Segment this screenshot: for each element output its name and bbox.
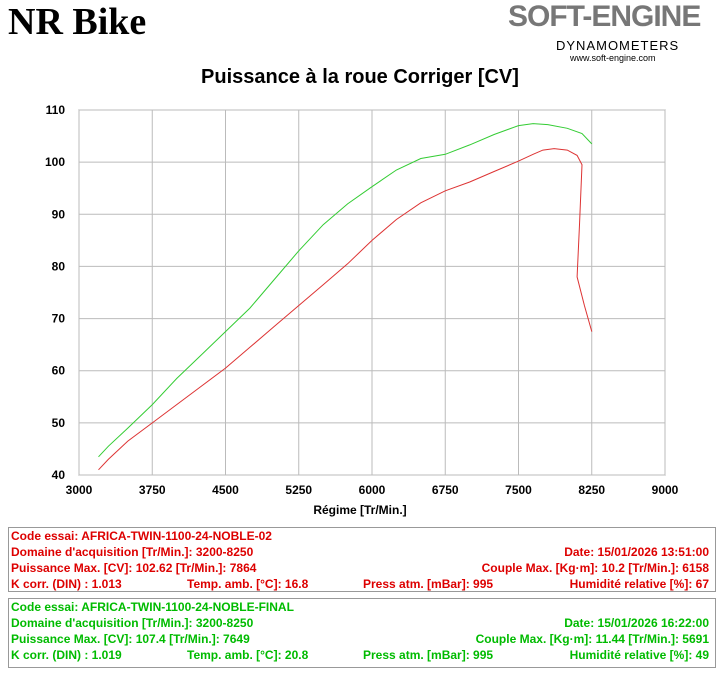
run2-domain: Domaine d'acquisition [Tr/Min.]: 3200-82… [11, 616, 254, 630]
run2-date: Date: 15/01/2026 16:22:00 [564, 616, 709, 630]
run2-press: Press atm. [mBar]: 995 [363, 648, 494, 662]
run1-kcorr: K corr. (DIN) : 1.013 [11, 577, 122, 591]
y-tick-label: 90 [52, 207, 66, 221]
y-tick-label: 40 [52, 468, 66, 482]
x-axis-label: Régime [Tr/Min.] [313, 503, 407, 517]
run2-humid: Humidité relative [%]: 49 [569, 648, 709, 662]
series-line-1 [98, 148, 593, 471]
run2-power: Puissance Max. [CV]: 107.4 [Tr/Min.]: 76… [11, 632, 250, 646]
y-tick-label: 80 [52, 259, 66, 273]
run1-torque: Couple Max. [Kg·m]: 10.2 [Tr/Min.]: 6158 [481, 561, 709, 575]
run2-temp: Temp. amb. [°C]: 20.8 [187, 648, 309, 662]
x-tick-label: 9000 [652, 483, 679, 497]
run2-code: Code essai: AFRICA-TWIN-1100-24-NOBLE-FI… [11, 600, 294, 614]
run-info-panel-2: Code essai: AFRICA-TWIN-1100-24-NOBLE-FI… [8, 598, 716, 668]
run1-humid: Humidité relative [%]: 67 [569, 577, 709, 591]
brand-title: NR Bike [8, 1, 147, 43]
x-tick-label: 3750 [139, 483, 166, 497]
chart-grid [78, 109, 666, 476]
run1-domain: Domaine d'acquisition [Tr/Min.]: 3200-82… [11, 545, 254, 559]
y-tick-label: 100 [45, 155, 65, 169]
y-tick-label: 70 [52, 312, 66, 326]
run1-press: Press atm. [mBar]: 995 [363, 577, 494, 591]
run-info-panel-1: Code essai: AFRICA-TWIN-1100-24-NOBLE-02… [8, 527, 716, 592]
y-axis-ticks: 110 100 90 80 70 60 50 40 [45, 103, 65, 482]
series-line-2 [98, 123, 593, 458]
run1-temp: Temp. amb. [°C]: 16.8 [187, 577, 309, 591]
y-tick-label: 60 [52, 364, 66, 378]
logo-main-text: SOFT-ENGINE [508, 0, 701, 33]
run2-kcorr: K corr. (DIN) : 1.019 [11, 648, 122, 662]
x-tick-label: 7500 [505, 483, 532, 497]
x-tick-label: 4500 [212, 483, 239, 497]
soft-engine-logo: SOFT-ENGINE DYNAMOMETERS www.soft-engine… [508, 0, 716, 66]
run2-torque: Couple Max. [Kg·m]: 11.44 [Tr/Min.]: 569… [475, 632, 709, 646]
y-tick-label: 110 [46, 103, 66, 117]
run1-date: Date: 15/01/2026 13:51:00 [564, 545, 709, 559]
logo-sub-text: DYNAMOMETERS [556, 38, 680, 53]
x-tick-label: 8250 [578, 483, 605, 497]
y-tick-label: 50 [52, 416, 66, 430]
x-tick-label: 5250 [285, 483, 312, 497]
x-tick-label: 3000 [66, 483, 93, 497]
run1-power: Puissance Max. [CV]: 102.62 [Tr/Min.]: 7… [11, 561, 257, 575]
chart-title: Puissance à la roue Corriger [CV] [201, 66, 519, 88]
series-lines [98, 123, 593, 471]
run1-code: Code essai: AFRICA-TWIN-1100-24-NOBLE-02 [11, 529, 272, 543]
x-axis-ticks: 3000 3750 4500 5250 6000 6750 7500 8250 9000 [66, 483, 679, 497]
logo-url-text: www.soft-engine.com [570, 53, 656, 63]
power-chart: 110 100 90 80 70 60 50 40 3000 3750 4500 5250 6000 6… [45, 103, 679, 497]
x-tick-label: 6000 [359, 483, 386, 497]
x-tick-label: 6750 [432, 483, 459, 497]
